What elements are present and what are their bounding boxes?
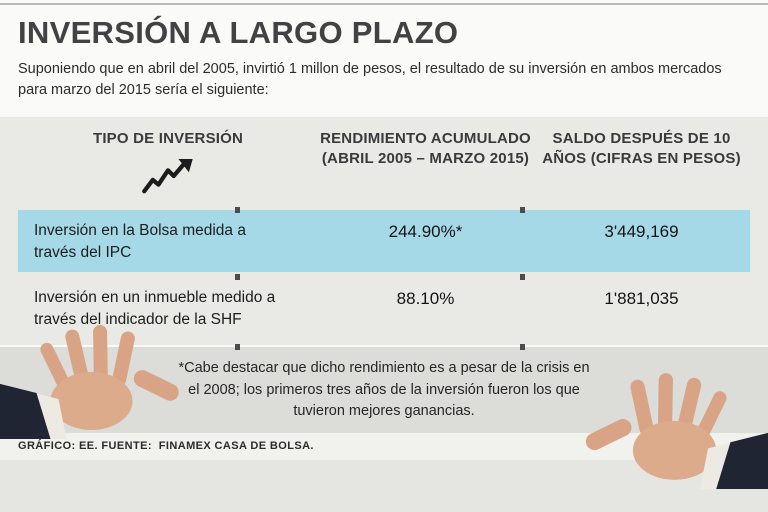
divider-tick [520,273,525,280]
divider-tick [235,273,240,280]
footnote-band: *Cabe destacar que dicho rendimiento es … [0,324,768,489]
page-title: INVERSIÓN A LARGO PLAZO [18,15,459,50]
left-hand-image [0,324,179,439]
cell-tipo-inmueble: Inversión en un inmueble medido a través… [34,288,276,328]
subtitle: Suponiendo que en abril del 2005, invirt… [18,60,722,98]
table-row-inmueble-shf: Inversión en un inmueble medido a través… [18,273,750,339]
table-row-bolsa-ipc: Inversión en la Bolsa medida a través de… [18,206,750,272]
column-header-saldo: SALDO DESPUÉS DE 10 AÑOS (CIFRAS EN PESO… [542,129,741,167]
source-credit: GRÁFICO: EE. FUENTE: FINAMEX CASA DE BOL… [18,440,314,453]
divider-tick [235,206,240,213]
investment-comparison-table: TIPO DE INVERSIÓN RENDIMIENTO ACUMULADO … [0,116,768,345]
column-header-tipo: TIPO DE INVERSIÓN [18,129,318,196]
divider-tick [520,343,525,350]
column-header-rendimiento: RENDIMIENTO ACUMULADO (ABRIL 2005 – MARZ… [320,129,531,167]
cell-tipo-bolsa: Inversión en la Bolsa medida a través de… [34,221,246,261]
cell-rendimiento-bolsa: 244.90%* [388,221,463,241]
right-hand-image [585,373,768,489]
top-rule [0,3,768,5]
line-chart-icon [142,158,193,194]
divider-tick [520,206,525,213]
cell-saldo-inmueble: 1'881,035 [604,288,679,308]
cell-saldo-bolsa: 3'449,169 [604,221,679,241]
cell-rendimiento-inmueble: 88.10% [396,288,455,308]
column-header-tipo-label: TIPO DE INVERSIÓN [92,129,244,147]
footnote-text: *Cabe destacar que dicho rendimiento es … [178,359,590,420]
divider-tick [235,343,240,350]
table-header-row: TIPO DE INVERSIÓN RENDIMIENTO ACUMULADO … [18,129,750,196]
bottom-band [0,459,768,512]
